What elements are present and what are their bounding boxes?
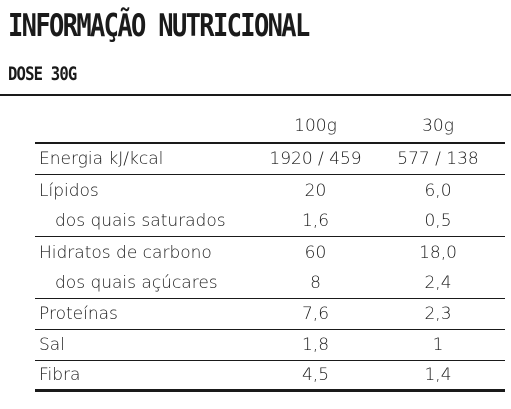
row-label: Fibra [39,365,81,385]
row-value-30g: 2,3 [424,304,452,324]
table-row-sugars: dos quais açúcares 8 2,4 [35,268,505,299]
header-100g: 100g [294,116,337,136]
table-row-salt: Sal 1,8 1 [35,330,505,361]
row-value-100g: 60 [304,242,327,263]
table-row-energy: Energia kJ/kcal 1920 / 459 577 / 138 [35,144,505,175]
table-header: 100g 30g [35,110,505,142]
row-value-100g: 7,6 [301,304,330,324]
page-title: INFORMAÇÃO NUTRICIONAL [8,8,310,44]
row-value-100g: 1,8 [301,335,330,355]
table-row-lipids: Lípidos 20 6,0 [35,175,505,206]
row-label: Energia kJ/kcal [39,149,164,169]
header-30g: 30g [422,116,454,136]
table-header-divider [35,142,505,144]
row-value-30g: 18,0 [419,242,457,263]
row-label: dos quais saturados [55,211,226,231]
row-label: Lípidos [39,180,99,201]
row-label: Sal [39,335,65,355]
row-value-100g: 1920 / 459 [269,149,362,169]
table-row-carbohydrates: Hidratos de carbono 60 18,0 [35,237,505,268]
table-row-proteins: Proteínas 7,6 2,3 [35,299,505,330]
row-value-30g: 1,4 [424,365,452,385]
nutrition-table: 100g 30g Energia kJ/kcal 1920 / 459 577 … [35,110,505,392]
header-divider [0,94,511,96]
row-value-100g: 1,6 [301,211,330,231]
row-value-30g: 1 [432,335,444,355]
row-value-100g: 20 [304,180,327,201]
row-label: dos quais açúcares [55,273,218,293]
row-value-30g: 2,4 [424,273,452,293]
row-value-30g: 0,5 [424,211,452,231]
row-label: Hidratos de carbono [39,242,212,263]
row-value-30g: 6,0 [424,180,452,201]
table-row-fibre: Fibra 4,5 1,4 [35,361,505,392]
table-row-saturated: dos quais saturados 1,6 0,5 [35,206,505,237]
row-value-100g: 8 [310,273,321,293]
serving-size: DOSE 30G [8,63,77,85]
row-value-100g: 4,5 [301,365,330,385]
row-label: Proteínas [39,304,118,324]
row-value-30g: 577 / 138 [397,149,479,169]
